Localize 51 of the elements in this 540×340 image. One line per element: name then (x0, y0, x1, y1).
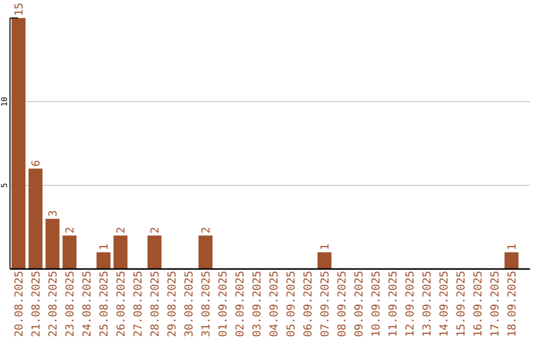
x-tick-label: 03.09.2025 (250, 270, 264, 337)
bar (96, 252, 110, 269)
x-tick-label: 31.08.2025 (200, 270, 212, 337)
x-tick-label: 01.09.2025 (216, 270, 230, 337)
x-tick-label: 15.09.2025 (454, 270, 468, 337)
x-tick-label: 14.09.2025 (438, 270, 450, 337)
x-tick-label: 02.09.2025 (234, 270, 246, 337)
x-tick-label: 08.09.2025 (336, 270, 348, 337)
bar (148, 236, 162, 269)
bar (62, 236, 76, 269)
x-tick-label: 28.08.2025 (148, 270, 162, 337)
data-label: 2 (200, 226, 212, 234)
x-tick-label: 05.09.2025 (284, 270, 298, 337)
x-tick-label: 24.08.2025 (80, 270, 94, 337)
data-label: 1 (506, 244, 518, 250)
x-tick-label: 07.09.2025 (318, 270, 332, 337)
data-label: 3 (46, 210, 60, 217)
bar (318, 252, 332, 269)
data-label: 1 (98, 244, 110, 250)
bar (504, 252, 518, 269)
x-tick-label: 23.08.2025 (64, 270, 76, 337)
x-tick-label: 25.08.2025 (98, 270, 110, 337)
x-tick-label: 06.09.2025 (302, 270, 314, 337)
data-label: 2 (148, 226, 162, 234)
x-tick-label: 13.09.2025 (420, 270, 434, 337)
bar (46, 218, 60, 269)
x-tick-label: 22.08.2025 (46, 270, 60, 337)
data-label: 2 (64, 226, 76, 234)
x-tick-label: 21.08.2025 (30, 270, 42, 337)
data-label: 15 (12, 2, 26, 16)
bar (198, 236, 212, 269)
x-tick-label: 09.09.2025 (352, 270, 366, 337)
x-tick-label: 27.08.2025 (132, 270, 144, 337)
x-tick-label: 10.09.2025 (370, 270, 382, 337)
x-tick-label: 20.08.2025 (12, 270, 26, 337)
y-tick-label: 5 (0, 182, 9, 188)
x-tick-label: 04.09.2025 (268, 270, 280, 337)
x-tick-label: 26.08.2025 (114, 270, 128, 337)
x-tick-label: 17.09.2025 (488, 270, 502, 337)
y-tick-label: 10 (0, 96, 9, 106)
data-label: 6 (30, 160, 42, 167)
x-tick-label: 12.09.2025 (404, 270, 416, 337)
x-tick-label: 30.08.2025 (182, 270, 196, 337)
x-tick-label: 16.09.2025 (472, 270, 484, 337)
x-tick-label: 18.09.2025 (506, 270, 518, 337)
x-tick-label: 29.08.2025 (166, 270, 178, 337)
data-label: 1 (318, 244, 332, 250)
x-tick-label: 11.09.2025 (386, 270, 400, 337)
bar (28, 168, 42, 269)
data-label: 2 (114, 226, 128, 234)
bar (114, 236, 128, 269)
